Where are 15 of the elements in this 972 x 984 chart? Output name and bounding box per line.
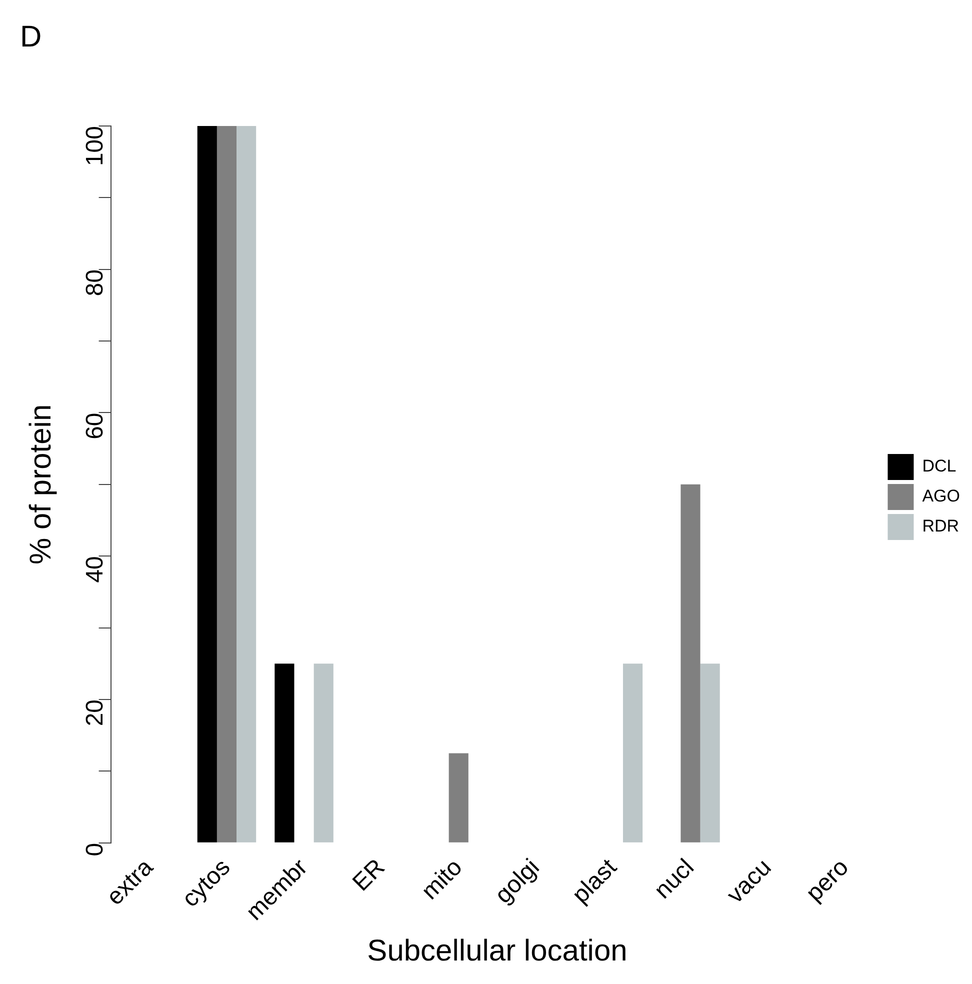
legend-label: AGO — [922, 486, 960, 506]
legend-label: DCL — [922, 456, 956, 476]
y-tick-label: 0 — [81, 842, 108, 856]
y-tick-label: 80 — [81, 269, 108, 296]
y-tick-label: 60 — [81, 412, 108, 440]
chart-title: D — [20, 20, 42, 54]
x-axis-title: Subcellular location — [367, 934, 628, 968]
y-axis-title: % of protein — [24, 404, 58, 564]
legend-label: RDR — [922, 516, 960, 536]
x-tick-label: mito — [416, 854, 468, 906]
y-tick-label: 40 — [81, 556, 108, 583]
x-tick-label: vacu — [722, 854, 777, 909]
y-tick-label: 100 — [81, 126, 108, 166]
x-tick-label: ER — [348, 854, 390, 897]
y-tick-label: 20 — [81, 699, 108, 726]
